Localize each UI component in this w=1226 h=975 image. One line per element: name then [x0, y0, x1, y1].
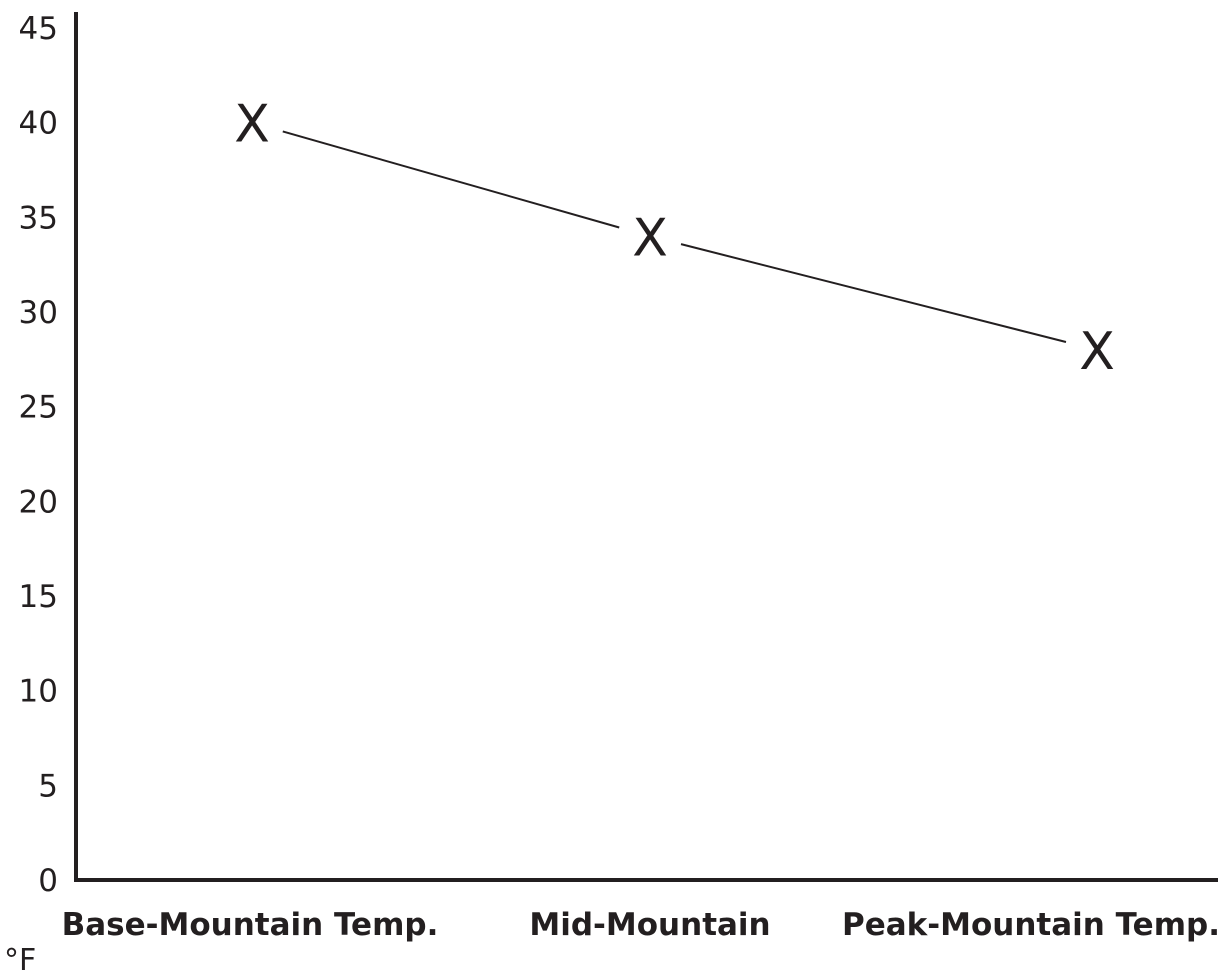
y-axis-unit-label: °F [4, 943, 36, 975]
y-tick-label: 15 [19, 579, 58, 615]
data-point-marker: X [1079, 322, 1115, 382]
x-axis-category-labels: Base-Mountain Temp. Mid-Mountain Peak-Moun… [62, 907, 1220, 943]
series-line-segment [680, 243, 1067, 343]
x-category-label: Peak-Mountain Temp. [842, 907, 1220, 943]
data-markers: X X X [234, 95, 1115, 382]
x-category-label: Base-Mountain Temp. [62, 907, 439, 943]
data-point-marker: X [632, 208, 668, 268]
x-category-label: Mid-Mountain [529, 907, 770, 943]
series-line-segment [282, 130, 620, 229]
y-tick-label: 25 [19, 390, 58, 426]
y-tick-label: 40 [19, 106, 58, 142]
y-tick-label: 30 [19, 295, 58, 331]
y-tick-label: 35 [19, 200, 58, 236]
y-tick-label: 10 [19, 674, 58, 710]
data-point-marker: X [234, 95, 270, 155]
y-tick-label: 45 [19, 11, 58, 47]
y-tick-label: 20 [19, 484, 58, 520]
series-line [282, 130, 1067, 343]
y-tick-label: 5 [38, 768, 58, 804]
y-tick-label: 0 [38, 863, 58, 899]
y-axis-tick-labels: 0 5 10 15 20 25 30 35 40 45 [19, 11, 58, 899]
